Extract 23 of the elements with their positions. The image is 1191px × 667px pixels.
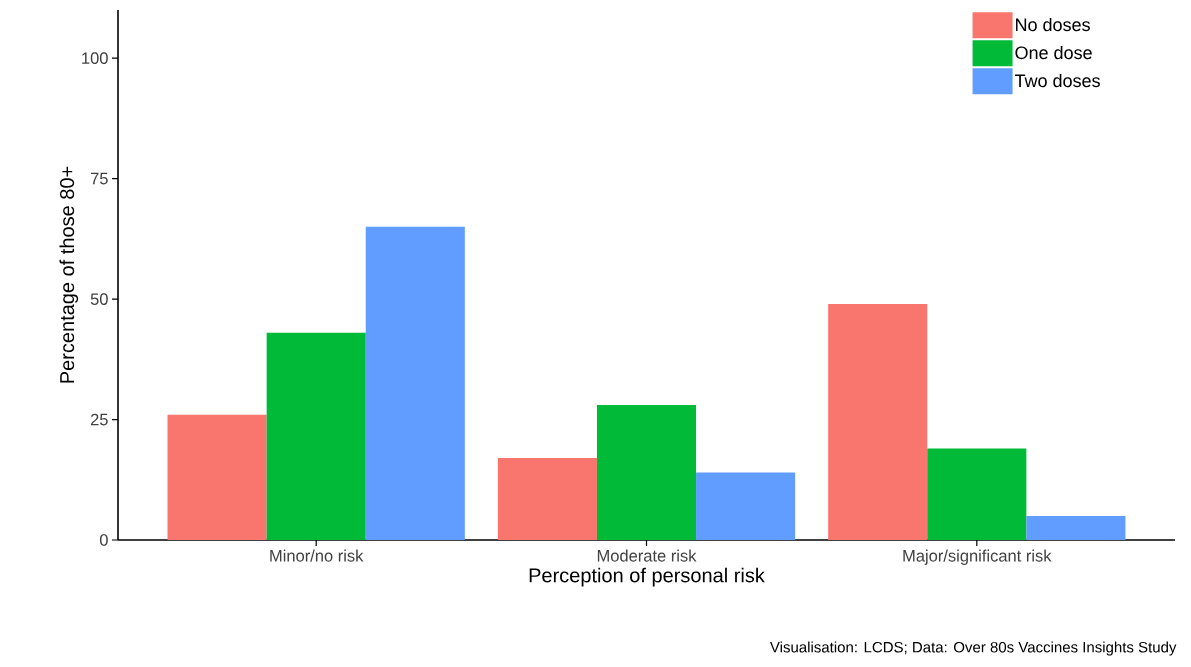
- bar: [365, 226, 465, 540]
- x-tick-label: Minor/no risk: [270, 549, 364, 562]
- y-tick-label: 50: [90, 293, 108, 305]
- bar: [696, 472, 796, 540]
- y-tick-label: 25: [90, 413, 108, 426]
- y-axis-title: Percentage of those 80+: [59, 166, 79, 383]
- text: Visualisation: LCDS; Data: Over 80s Vaccines Insights Study: [769, 641, 1177, 656]
- legend-label: No doses: [1016, 17, 1090, 32]
- bar: [266, 332, 366, 540]
- y-tick-label: 100: [82, 52, 108, 65]
- x-tick-label: Major/significant risk: [903, 549, 1052, 565]
- bar: [596, 405, 697, 540]
- x-tick-label: Moderate risk: [597, 549, 697, 562]
- x-axis-title: Perception of personal risk: [529, 567, 765, 587]
- legend-label: Two doses: [1014, 73, 1100, 88]
- bar: [828, 303, 928, 540]
- bar: [1026, 515, 1126, 540]
- legend-label: One dose: [1015, 45, 1092, 60]
- bar: [927, 448, 1027, 540]
- y-tick-label: 75: [90, 172, 108, 185]
- bar: [167, 414, 267, 540]
- bar: [497, 458, 597, 540]
- y-tick-label: 0: [99, 534, 108, 546]
